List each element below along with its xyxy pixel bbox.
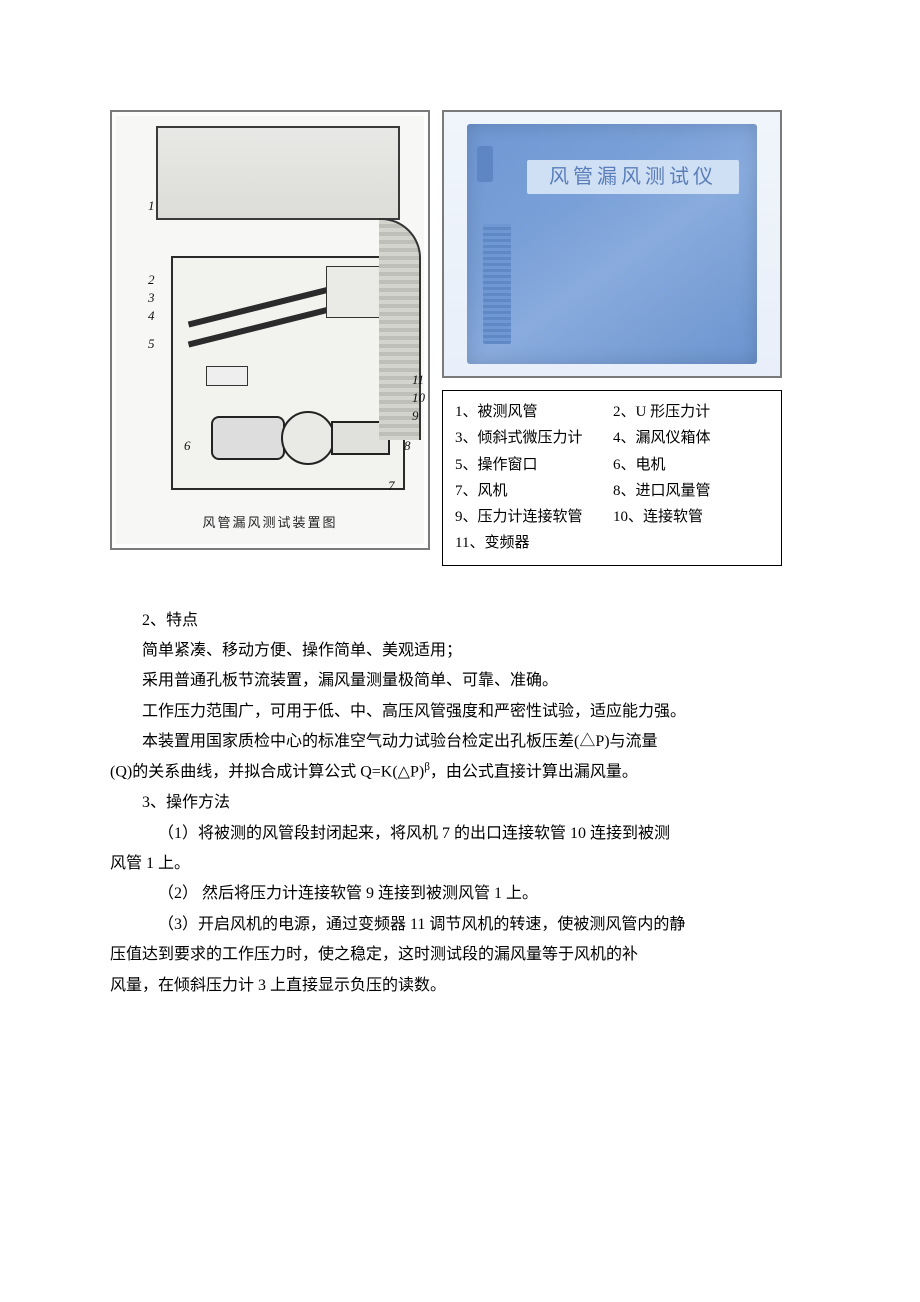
legend-row: 9、压力计连接软管 10、连接软管 <box>455 504 771 530</box>
legend-cell <box>613 530 771 556</box>
step-2: （2） 然后将压力计连接软管 9 连接到被测风管 1 上。 <box>110 879 810 909</box>
paragraph: 采用普通孔板节流装置，漏风量测量极简单、可靠、准确。 <box>110 666 810 696</box>
parts-legend: 1、被测风管 2、U 形压力计 3、倾斜式微压力计 4、漏风仪箱体 5、操作窗口… <box>442 390 782 566</box>
diagram-caption: 风管漏风测试装置图 <box>116 511 424 536</box>
callout-11: 11 <box>412 368 424 393</box>
motor-shape <box>211 416 285 460</box>
legend-row: 3、倾斜式微压力计 4、漏风仪箱体 <box>455 425 771 451</box>
step-3-continuation: 压值达到要求的工作压力时，使之稳定，这时测试段的漏风量等于风机的补 <box>110 940 810 970</box>
figure-right-column: 风管漏风测试仪 1、被测风管 2、U 形压力计 3、倾斜式微压力计 4、漏风仪箱… <box>442 110 782 566</box>
callout-7: 7 <box>388 474 395 499</box>
text-run: (Q)的关系曲线，并拟合成计算公式 Q=K(△P) <box>110 764 424 781</box>
paragraph-continuation: (Q)的关系曲线，并拟合成计算公式 Q=K(△P)β，由公式直接计算出漏风量。 <box>110 757 810 788</box>
legend-cell: 11、变频器 <box>455 530 613 556</box>
legend-cell: 2、U 形压力计 <box>613 399 771 425</box>
text-run: ，由公式直接计算出漏风量。 <box>430 764 638 781</box>
legend-cell: 3、倾斜式微压力计 <box>455 425 613 451</box>
product-photo: 风管漏风测试仪 <box>442 110 782 378</box>
diagram-canvas: 1 2 3 4 5 6 7 8 9 10 11 风管漏风测试装置图 <box>116 116 424 544</box>
step-1: （1）将被测的风管段封闭起来，将风机 7 的出口连接软管 10 连接到被测 <box>110 819 810 849</box>
heading-method: 3、操作方法 <box>110 788 810 818</box>
legend-cell: 10、连接软管 <box>613 504 771 530</box>
legend-row: 1、被测风管 2、U 形压力计 <box>455 399 771 425</box>
legend-cell: 7、风机 <box>455 478 613 504</box>
legend-row: 7、风机 8、进口风量管 <box>455 478 771 504</box>
tested-duct-shape <box>156 126 400 220</box>
product-photo-label: 风管漏风测试仪 <box>527 160 739 194</box>
legend-cell: 1、被测风管 <box>455 399 613 425</box>
step-3: （3）开启风机的电源，通过变频器 11 调节风机的转速，使被测风管内的静 <box>110 910 810 940</box>
callout-1: 1 <box>148 194 155 219</box>
operation-window-shape <box>206 366 248 386</box>
document-page: 1 2 3 4 5 6 7 8 9 10 11 风管漏风测试装置图 风管漏风测试… <box>0 0 920 1302</box>
legend-cell: 6、电机 <box>613 452 771 478</box>
body-text: 2、特点 简单紧凑、移动方便、操作简单、美观适用； 采用普通孔板节流装置，漏风量… <box>110 606 810 1001</box>
callout-6: 6 <box>184 434 191 459</box>
legend-cell: 5、操作窗口 <box>455 452 613 478</box>
legend-cell: 9、压力计连接软管 <box>455 504 613 530</box>
callout-5: 5 <box>148 332 155 357</box>
figure-row: 1 2 3 4 5 6 7 8 9 10 11 风管漏风测试装置图 风管漏风测试… <box>110 110 810 566</box>
heading-features: 2、特点 <box>110 606 810 636</box>
paragraph: 简单紧凑、移动方便、操作简单、美观适用； <box>110 636 810 666</box>
callout-8: 8 <box>404 434 411 459</box>
fan-shape <box>281 411 335 465</box>
step-1-continuation: 风管 1 上。 <box>110 849 810 879</box>
legend-row: 11、变频器 <box>455 530 771 556</box>
paragraph: 工作压力范围广，可用于低、中、高压风管强度和严密性试验，适应能力强。 <box>110 697 810 727</box>
legend-row: 5、操作窗口 6、电机 <box>455 452 771 478</box>
photo-handle-shape <box>477 146 493 182</box>
photo-vent-shape <box>483 224 511 344</box>
legend-cell: 8、进口风量管 <box>613 478 771 504</box>
paragraph: 本装置用国家质检中心的标准空气动力试验台检定出孔板压差(△P)与流量 <box>110 727 810 757</box>
schematic-diagram: 1 2 3 4 5 6 7 8 9 10 11 风管漏风测试装置图 <box>110 110 430 550</box>
product-photo-body: 风管漏风测试仪 <box>467 124 757 364</box>
legend-cell: 4、漏风仪箱体 <box>613 425 771 451</box>
step-3-continuation-2: 风量，在倾斜压力计 3 上直接显示负压的读数。 <box>110 971 810 1001</box>
callout-4: 4 <box>148 304 155 329</box>
